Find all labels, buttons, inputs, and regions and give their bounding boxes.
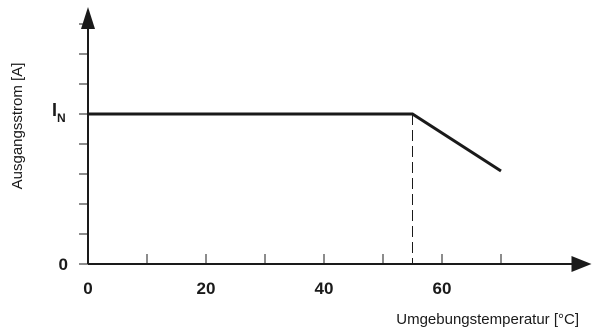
y-tick-label: IN [52, 100, 66, 125]
axes [81, 7, 592, 272]
x-tick-label: 60 [433, 279, 452, 298]
y-tick-label-subscript: N [57, 111, 66, 125]
x-tick-label: 20 [197, 279, 216, 298]
tick-labels: 0 20 40 60 0 IN [52, 100, 451, 298]
x-tick-label: 0 [83, 279, 92, 298]
series-layer [88, 112, 502, 173]
series-line [88, 112, 502, 173]
y-axis-label: Ausgangsstrom [A] [9, 63, 26, 190]
x-tick-label: 40 [315, 279, 334, 298]
x-axis-label: Umgebungstemperatur [°C] [396, 311, 579, 328]
y-tick-label: 0 [59, 255, 68, 274]
ticks [79, 23, 502, 265]
y-axis-arrow [81, 7, 95, 29]
x-axis-arrow [571, 256, 592, 272]
